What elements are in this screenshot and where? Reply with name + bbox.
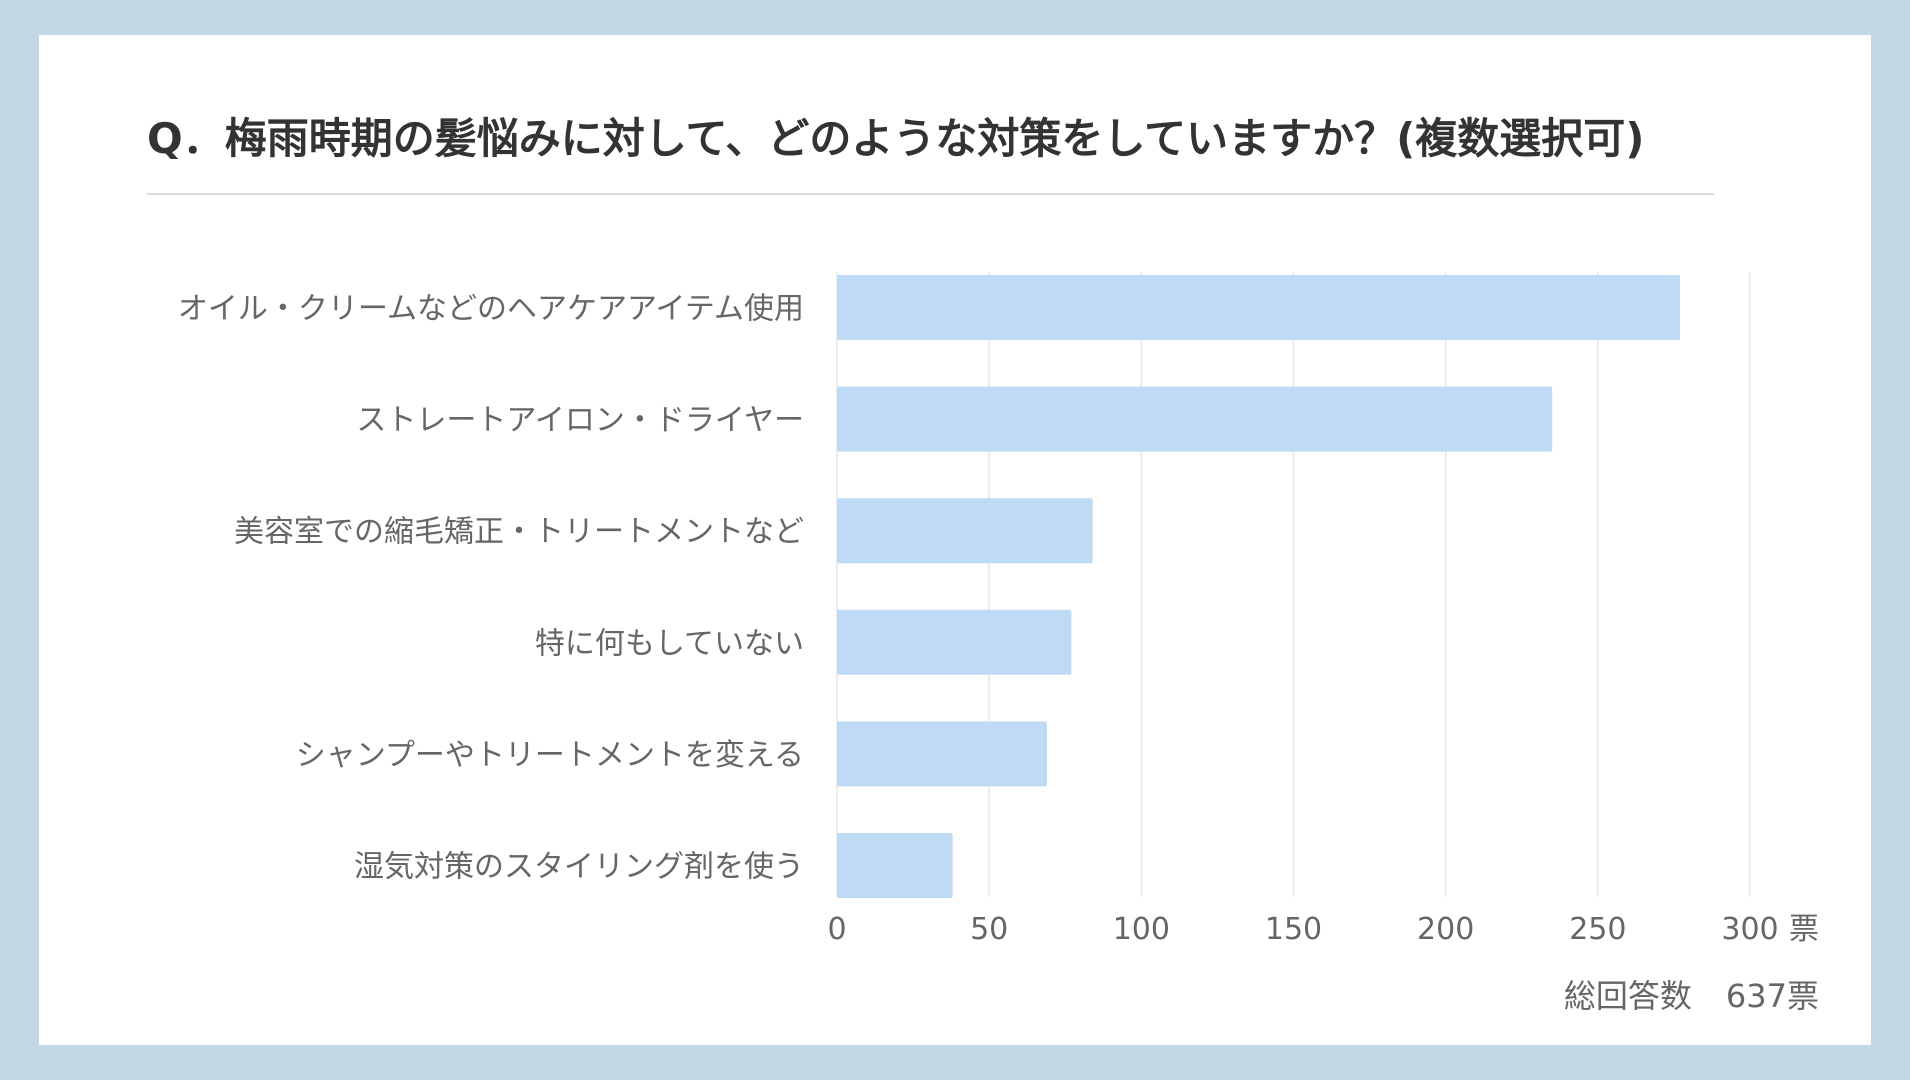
x-tick-label: 0 [827,912,846,947]
bar [837,833,953,898]
x-unit-label: 票 [1789,912,1819,947]
x-tick-label: 200 [1417,912,1474,947]
x-tick-label: 250 [1569,912,1626,947]
bar-chart: オイル・クリームなどのヘアケアアイテム使用ストレートアイロン・ドライヤー美容室で… [178,272,1819,947]
x-tick-label: 150 [1265,912,1322,947]
category-label: シャンプーやトリートメントを変える [296,738,804,773]
chart-card: Q．梅雨時期の髪悩みに対して、どのような対策をしていますか？(複数選択可) オイ… [39,35,1871,1045]
total-responses: 総回答数 637票 [1564,971,1819,1017]
x-tick-label: 100 [1113,912,1170,947]
bar [837,721,1047,787]
category-label: 美容室での縮毛矯正・トリートメントなど [234,515,804,550]
category-label: 特に何もしていない [535,626,804,661]
x-tick-label: 50 [970,912,1008,947]
bar [837,498,1093,564]
x-tick-label: 300 [1721,912,1778,947]
total-label: 総回答数 [1563,977,1692,1015]
category-label: 湿気対策のスタイリング剤を使う [354,850,804,885]
chart-title: Q．梅雨時期の髪悩みに対して、どのような対策をしていますか？(複数選択可) [147,114,1645,163]
bar [837,275,1681,340]
category-label: オイル・クリームなどのヘアケアアイテム使用 [178,292,804,327]
title-divider [147,193,1714,195]
total-value: 637票 [1725,977,1819,1015]
bar [837,609,1072,675]
category-label: ストレートアイロン・ドライヤー [356,403,804,438]
bar [837,386,1553,452]
